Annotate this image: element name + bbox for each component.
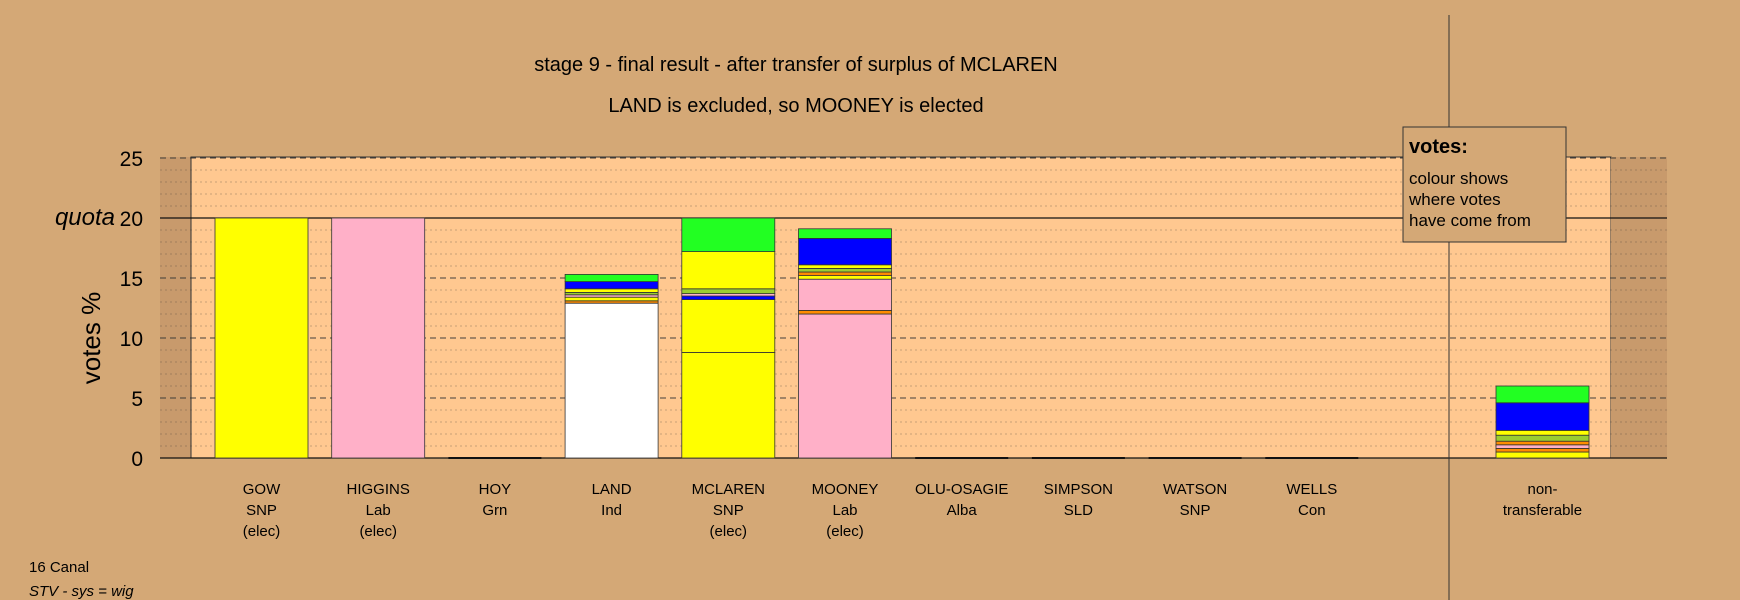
candidate-name: OLU-OSAGIE (915, 481, 1008, 498)
bar-mooney-segment (798, 267, 892, 273)
bar-mooney-segment (798, 275, 892, 280)
bar-nontransferable-segment (1495, 447, 1590, 453)
bar-mooney-segment (798, 264, 892, 269)
y-tick-label: 0 (131, 448, 143, 471)
candidate-status: (elec) (243, 523, 281, 540)
bar-nontransferable-segment (1495, 434, 1590, 442)
legend-line-1: colour shows (1409, 169, 1508, 188)
bar-land-segment (564, 273, 659, 282)
legend: votes: colour shows where votes have com… (1402, 126, 1567, 243)
bar-mclaren-segment (681, 217, 776, 252)
bar-mooney-segment (798, 278, 892, 311)
candidate-name: HOY (479, 481, 512, 498)
plot-side-left (160, 157, 191, 458)
bar-nontransferable-segment (1495, 385, 1590, 404)
bar-mooney-segment (798, 228, 892, 239)
candidate-name: SIMPSON (1044, 481, 1113, 498)
quota-label: quota (55, 204, 115, 231)
candidate-labels: GOW SNP (elec) HIGGINS Lab (elec) HOY Grn LAND In… (243, 481, 1582, 540)
candidate-party: Lab (366, 502, 391, 519)
bar-mooney-segment (798, 271, 892, 276)
nontransferable-label-1: non- (1527, 481, 1557, 498)
plot-area (190, 156, 1612, 459)
bar-mclaren-segment (681, 299, 776, 353)
bar-mclaren-segment (681, 351, 776, 459)
candidate-name: LAND (592, 481, 632, 498)
bar-nontransferable-segment (1495, 429, 1590, 436)
bar-land-segment (564, 302, 659, 459)
nontransferable-label-2: transferable (1503, 502, 1582, 519)
candidate-name: WATSON (1163, 481, 1227, 498)
candidate-status: (elec) (826, 523, 864, 540)
bar-nontransferable-segment (1495, 444, 1590, 449)
candidate-status: (elec) (359, 523, 397, 540)
plot-side-right (1611, 157, 1667, 458)
legend-title: votes: (1409, 136, 1468, 158)
bar-mooney-segment (798, 309, 892, 315)
legend-line-2: where votes (1408, 190, 1501, 209)
candidate-party: SNP (713, 502, 744, 519)
bar-mclaren-segment (681, 251, 776, 290)
bar-nontransferable-segment (1495, 451, 1590, 459)
candidate-party: Grn (482, 502, 507, 519)
candidate-name: HIGGINS (347, 481, 410, 498)
y-tick-label: 5 (131, 388, 143, 411)
candidate-party: Lab (832, 502, 857, 519)
candidate-party: SNP (1180, 502, 1211, 519)
bar-mooney-segment (798, 237, 892, 266)
y-tick-label: 15 (120, 268, 143, 291)
bar-higgins-segment (331, 217, 426, 459)
candidate-party: Alba (947, 502, 978, 519)
bar-gow-segment (214, 217, 309, 459)
chart-subtitle: LAND is excluded, so MOONEY is elected (608, 95, 983, 117)
bars (214, 217, 1590, 459)
candidate-party: Ind (601, 502, 622, 519)
y-tick-label: 25 (120, 148, 143, 171)
bar-mclaren-segment (681, 288, 776, 294)
candidate-party: Con (1298, 502, 1326, 519)
chart-title: stage 9 - final result - after transfer … (534, 54, 1058, 76)
footer-system: STV - sys = wig (29, 583, 134, 600)
candidate-name: MCLAREN (692, 481, 765, 498)
y-tick-labels: 0 5 10 15 20 25 (120, 148, 143, 471)
candidate-name: GOW (243, 481, 281, 498)
candidate-name: WELLS (1286, 481, 1337, 498)
y-tick-label: 20 (120, 208, 143, 231)
bar-nontransferable-segment (1495, 402, 1590, 431)
footer-ward: 16 Canal (29, 559, 89, 576)
candidate-party: SLD (1064, 502, 1093, 519)
candidate-name: MOONEY (812, 481, 879, 498)
bar-mooney-segment (798, 313, 892, 459)
y-tick-label: 10 (120, 328, 143, 351)
y-axis-label: votes % (76, 292, 106, 385)
candidate-party: SNP (246, 502, 277, 519)
candidate-status: (elec) (710, 523, 748, 540)
legend-box (1402, 126, 1567, 243)
bar-nontransferable-segment (1495, 440, 1590, 446)
bar-land-segment (564, 281, 659, 290)
bar-land-segment (564, 296, 659, 302)
legend-line-3: have come from (1409, 211, 1531, 230)
bar-mclaren-segment (681, 295, 776, 300)
bar-land-segment (564, 288, 659, 293)
